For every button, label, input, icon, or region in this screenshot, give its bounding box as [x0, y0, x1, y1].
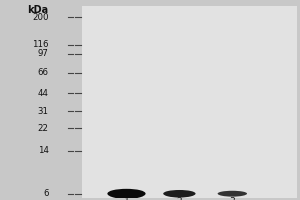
Text: 31: 31 [38, 107, 49, 116]
Text: 66: 66 [38, 68, 49, 77]
Text: kDa: kDa [27, 5, 49, 15]
Ellipse shape [218, 191, 247, 197]
Bar [82, 3, 297, 199]
Ellipse shape [163, 190, 196, 198]
Text: 116: 116 [32, 40, 49, 49]
Text: 2: 2 [177, 197, 182, 200]
Text: 22: 22 [38, 124, 49, 133]
Text: 200: 200 [32, 13, 49, 22]
Text: 97: 97 [38, 49, 49, 58]
Text: 14: 14 [38, 146, 49, 155]
Text: 1: 1 [124, 197, 129, 200]
Ellipse shape [107, 189, 146, 199]
Text: 3: 3 [230, 197, 235, 200]
Text: 44: 44 [38, 89, 49, 98]
Text: 6: 6 [43, 189, 49, 198]
